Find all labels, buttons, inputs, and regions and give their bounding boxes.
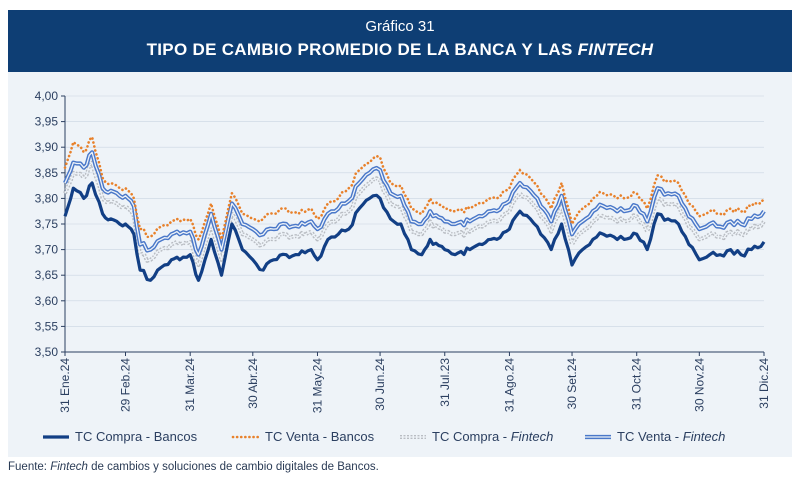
chart-header: Gráfico 31 TIPO DE CAMBIO PROMEDIO DE LA…: [8, 10, 792, 72]
x-tick-label: 31 Mar.24: [183, 358, 197, 412]
x-tick-label: 31 Ago.24: [502, 358, 516, 412]
series-group: [63, 150, 766, 257]
y-tick-label: 3,95: [35, 115, 59, 129]
x-tick-label: 31 Jul.23: [438, 358, 452, 407]
source-italic: Fintech: [50, 461, 88, 473]
legend-item: TC Compra - Fintech: [400, 429, 553, 444]
legend-label-main: TC Compra - Bancos: [75, 429, 198, 444]
source-prefix: Fuente:: [8, 461, 51, 473]
x-tick-label: 31 Ene.24: [58, 358, 72, 413]
legend: TC Compra - Bancos TC Venta - Bancos TC Co…: [43, 429, 725, 444]
x-tick-label: 29 Feb.24: [119, 358, 133, 412]
legend-item: TC Venta - Bancos: [231, 429, 375, 444]
y-tick-label: 3,70: [35, 243, 59, 257]
legend-label: TC Compra - Bancos: [75, 429, 198, 444]
chart-title: TIPO DE CAMBIO PROMEDIO DE LA BANCA Y LA…: [8, 40, 792, 60]
legend-label-italic: Fintech: [683, 429, 726, 444]
series-venta-fintech-line: [63, 150, 766, 257]
legend-item: TC Compra - Bancos: [43, 429, 198, 444]
legend-label: TC Venta - Bancos: [265, 429, 375, 444]
chart-title-main: TIPO DE CAMBIO PROMEDIO DE LA BANCA Y LA…: [146, 40, 578, 59]
legend-label: TC Venta - Fintech: [617, 429, 725, 444]
x-tick-label: 30 Abr.24: [246, 358, 260, 409]
y-tick-label: 3,50: [35, 345, 59, 359]
series-compra-fintech-inner: [64, 162, 765, 266]
legend-label-italic: Fintech: [511, 429, 554, 444]
x-tick-label: 30 Set.24: [565, 358, 579, 410]
y-tick-label: 4,00: [35, 89, 59, 103]
y-tick-label: 3,90: [35, 140, 59, 154]
series-compra-bancos-line: [63, 181, 766, 282]
series-lines: [63, 134, 766, 282]
x-tick-label: 31 Dic.24: [757, 358, 771, 409]
series-venta-fintech-inner: [64, 151, 765, 256]
x-tick-label: 31 Oct.24: [630, 358, 644, 410]
x-tick-label: 30 Nov.24: [692, 358, 706, 412]
y-tick-label: 3,55: [35, 319, 59, 333]
series-group: [63, 181, 766, 282]
source-note: Fuente: Fintech de cambios y soluciones …: [8, 461, 379, 473]
legend-item: TC Venta - Fintech: [585, 429, 725, 444]
y-tick-label: 3,80: [35, 191, 59, 205]
legend-label-main: TC Venta - Bancos: [265, 429, 375, 444]
line-chart: 4,00 3,95 3,90 3,85 3,80 3,75 3,70 3,65 3,60 3,55…: [35, 89, 771, 444]
axes: 4,00 3,95 3,90 3,85 3,80 3,75 3,70 3,65 3,60 3,55…: [35, 89, 771, 413]
series-group: [63, 134, 766, 243]
series-venta-bancos-line: [63, 134, 766, 243]
legend-label: TC Compra - Fintech: [432, 429, 553, 444]
y-tick-label: 3,85: [35, 166, 59, 180]
y-tick-label: 3,60: [35, 294, 59, 308]
x-tick-label: 31 May.24: [310, 358, 324, 413]
x-tick-label: 30 Jun.24: [373, 358, 387, 411]
chart-number: Gráfico 31: [365, 18, 435, 35]
legend-label-main: TC Compra -: [432, 429, 511, 444]
source-rest: de cambios y soluciones de cambio digita…: [87, 461, 379, 473]
chart-title-italic: FINTECH: [577, 40, 654, 59]
y-tick-label: 3,75: [35, 217, 59, 231]
legend-label-main: TC Venta -: [617, 429, 683, 444]
series-group: [63, 160, 766, 267]
y-tick-label: 3,65: [35, 268, 59, 282]
